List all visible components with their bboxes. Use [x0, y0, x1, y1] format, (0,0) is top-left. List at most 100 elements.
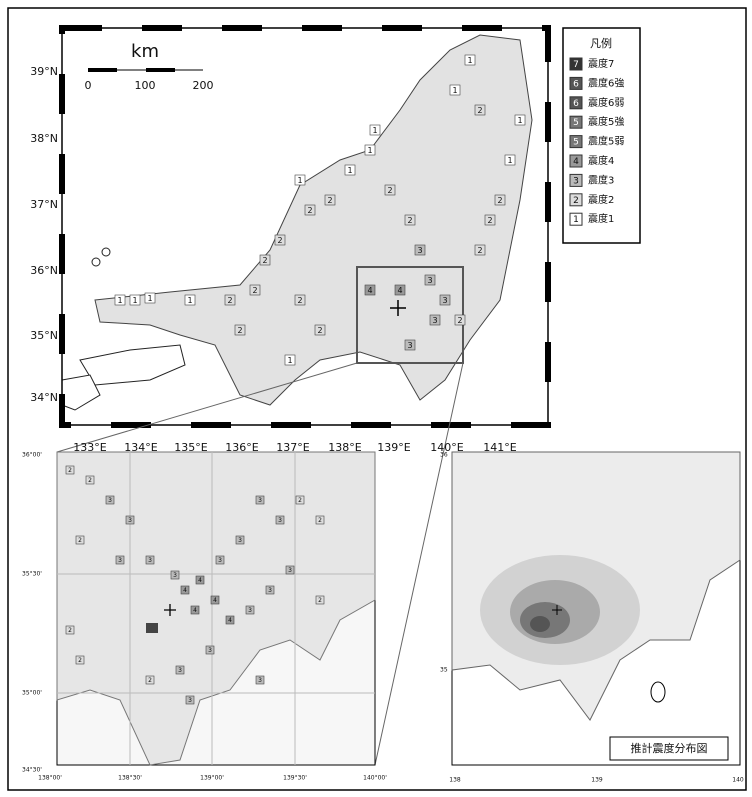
station-label: 2 [277, 236, 282, 245]
lon-label: 135°E [174, 441, 207, 454]
lat-label: 36°N [30, 264, 58, 277]
station-label: 4 [183, 587, 187, 594]
lat-label: 34°30' [22, 767, 42, 774]
station-label: 4 [198, 577, 202, 584]
station-label: 1 [132, 296, 137, 305]
station-label: 3 [118, 557, 122, 564]
lon-label: 138°30' [118, 775, 142, 782]
station-label: 1 [507, 156, 512, 165]
estimate-map: 推計震度分布図 [452, 452, 740, 765]
station-label: 3 [248, 607, 252, 614]
station-label: 1 [347, 166, 352, 175]
lon-label: 138°E [328, 441, 361, 454]
lat-label: 37°N [30, 198, 58, 211]
station-label: 3 [278, 517, 282, 524]
legend-label: 震度7 [588, 57, 614, 70]
station-label: 3 [258, 677, 262, 684]
lat-label: 36 [440, 452, 448, 459]
station-label: 4 [397, 286, 402, 295]
station-label: 3 [148, 557, 152, 564]
station-label: 2 [88, 477, 92, 484]
station-label: 3 [442, 296, 447, 305]
legend-symbol-label: 6 [573, 79, 579, 89]
station-label: 2 [307, 206, 312, 215]
station-label: 2 [457, 316, 462, 325]
legend-label: 震度5弱 [588, 135, 624, 148]
station-label: 3 [128, 517, 132, 524]
station-label: 2 [237, 326, 242, 335]
legend-symbol-label: 1 [573, 215, 579, 225]
scale-tick: 100 [135, 79, 156, 92]
legend-symbol-label: 5 [573, 118, 579, 128]
station-label: 2 [148, 677, 152, 684]
island [92, 258, 100, 266]
lat-label: 35°00' [22, 690, 42, 697]
lon-label: 139°E [377, 441, 410, 454]
legend-label: 震度4 [588, 154, 614, 167]
scale-unit: km [131, 41, 159, 62]
station-label: 2 [68, 627, 72, 634]
station-label: 1 [367, 146, 372, 155]
station-label: 3 [208, 647, 212, 654]
lat-label: 34°N [30, 391, 58, 404]
main-map: km 0 100 200 [62, 28, 548, 425]
lat-label: 38°N [30, 132, 58, 145]
station-label: 4 [193, 607, 197, 614]
strong-zone [146, 623, 158, 633]
station-label: 3 [427, 276, 432, 285]
station-label: 2 [407, 216, 412, 225]
lat-label: 35°N [30, 329, 58, 342]
legend-label: 震度6弱 [588, 96, 624, 109]
station-label: 2 [318, 517, 322, 524]
island [651, 682, 665, 702]
island [102, 248, 110, 256]
legend-title: 凡例 [590, 36, 612, 50]
station-label: 2 [262, 256, 267, 265]
lat-label: 39°N [30, 65, 58, 78]
lon-label: 136°E [225, 441, 258, 454]
lon-label: 140 [732, 777, 744, 784]
legend-symbol-label: 6 [573, 99, 579, 109]
lon-label: 140°00' [363, 775, 387, 782]
lon-label: 138 [449, 777, 461, 784]
station-label: 1 [117, 296, 122, 305]
station-label: 1 [452, 86, 457, 95]
station-label: 1 [372, 126, 377, 135]
station-label: 1 [287, 356, 292, 365]
station-label: 3 [178, 667, 182, 674]
station-label: 3 [218, 557, 222, 564]
station-label: 3 [432, 316, 437, 325]
station-label: 4 [367, 286, 372, 295]
station-label: 2 [487, 216, 492, 225]
legend-label: 震度1 [588, 212, 614, 225]
lon-label: 139 [591, 777, 603, 784]
station-label: 4 [213, 597, 217, 604]
station-label: 2 [78, 537, 82, 544]
legend-symbol-label: 5 [573, 138, 579, 148]
station-label: 4 [228, 617, 232, 624]
legend-symbol-label: 3 [573, 176, 579, 186]
station-label: 2 [477, 106, 482, 115]
station-label: 3 [258, 497, 262, 504]
legend-symbol-label: 4 [573, 157, 579, 167]
legend-label: 震度5強 [588, 115, 624, 128]
lon-label: 134°E [124, 441, 157, 454]
station-label: 3 [108, 497, 112, 504]
station-label: 2 [298, 497, 302, 504]
station-label: 3 [173, 572, 177, 579]
station-label: 2 [297, 296, 302, 305]
station-label: 3 [268, 587, 272, 594]
lat-label: 36°00' [22, 452, 42, 459]
station-label: 2 [227, 296, 232, 305]
station-label: 3 [407, 341, 412, 350]
lon-label: 141°E [483, 441, 516, 454]
station-label: 3 [417, 246, 422, 255]
legend-label: 震度3 [588, 173, 614, 186]
lon-label: 133°E [73, 441, 106, 454]
lat-label: 35°30' [22, 571, 42, 578]
station-label: 2 [252, 286, 257, 295]
station-label: 3 [188, 697, 192, 704]
lon-label: 137°E [276, 441, 309, 454]
lat-label: 35 [440, 667, 448, 674]
station-label: 2 [78, 657, 82, 664]
